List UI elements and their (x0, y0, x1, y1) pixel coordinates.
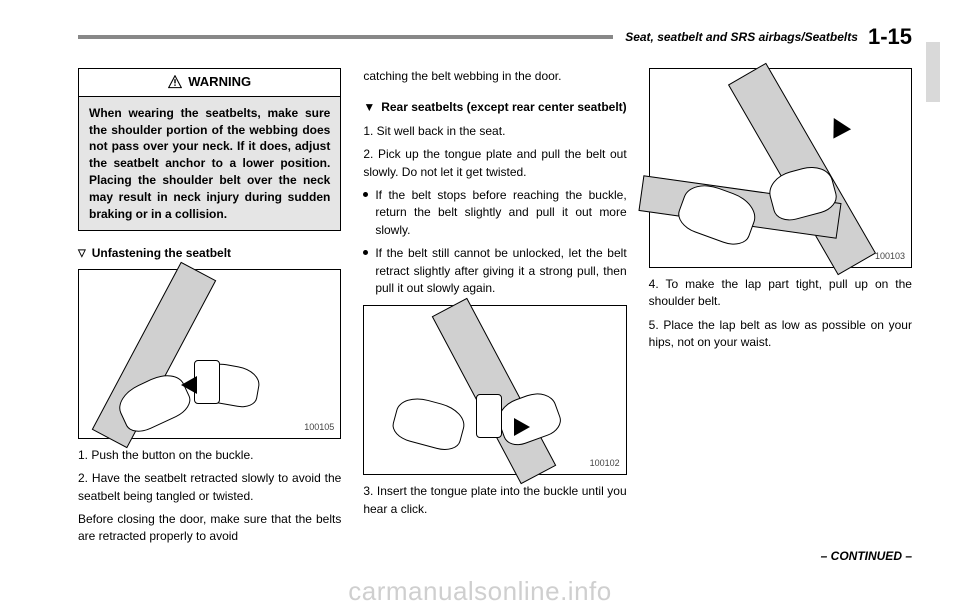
content-columns: WARNING When wearing the seatbelts, make… (78, 68, 912, 558)
figure-id: 100102 (590, 457, 620, 470)
triangle-icon: ▽ (78, 247, 86, 262)
unfastening-heading: ▽Unfastening the seatbelt (78, 245, 341, 262)
continued-label: – CONTINUED – (821, 549, 912, 563)
column-1: WARNING When wearing the seatbelts, make… (78, 68, 341, 558)
paragraph-cont: catching the belt webbing in the door. (363, 68, 626, 85)
step-5: 5. Place the lap belt as low as possible… (649, 317, 912, 352)
watermark: carmanualsonline.info (0, 576, 960, 607)
page-header: Seat, seatbelt and SRS airbags/Seatbelts… (78, 24, 912, 50)
figure-unfasten: 100105 (78, 269, 341, 439)
triangle-filled-icon: ▼ (363, 99, 375, 116)
warning-heading: WARNING (79, 69, 340, 97)
header-rule (78, 35, 613, 39)
figure-id: 100103 (875, 250, 905, 263)
warning-body: When wearing the seatbelts, make sure th… (79, 97, 340, 231)
warning-box: WARNING When wearing the seatbelts, make… (78, 68, 341, 231)
column-3: 100103 4. To make the lap part tight, pu… (649, 68, 912, 558)
bullet-1: If the belt stops before reaching the bu… (363, 187, 626, 239)
step-2: 2. Have the seatbelt retracted slowly to… (78, 470, 341, 505)
step-3: 3. Insert the tongue plate into the buck… (363, 483, 626, 518)
step-1b: 1. Sit well back in the seat. (363, 123, 626, 140)
warning-icon (168, 75, 182, 89)
figure-tighten-lap: 100103 (649, 68, 912, 268)
gutter-tab (926, 42, 940, 102)
breadcrumb: Seat, seatbelt and SRS airbags/Seatbelts (625, 30, 858, 44)
step-1: 1. Push the button on the buckle. (78, 447, 341, 464)
page-number: 1-15 (868, 24, 912, 50)
column-2: catching the belt webbing in the door. ▼… (363, 68, 626, 558)
rear-seatbelts-heading: ▼Rear seatbelts (except rear center seat… (363, 99, 626, 116)
warning-label: WARNING (188, 73, 251, 92)
figure-id: 100105 (304, 421, 334, 434)
step-4: 4. To make the lap part tight, pull up o… (649, 276, 912, 311)
step-2b: 2. Pick up the tongue plate and pull the… (363, 146, 626, 181)
figure-insert-tongue: 100102 (363, 305, 626, 475)
paragraph: Before closing the door, make sure that … (78, 511, 341, 546)
bullet-2: If the belt still cannot be unlocked, le… (363, 245, 626, 297)
